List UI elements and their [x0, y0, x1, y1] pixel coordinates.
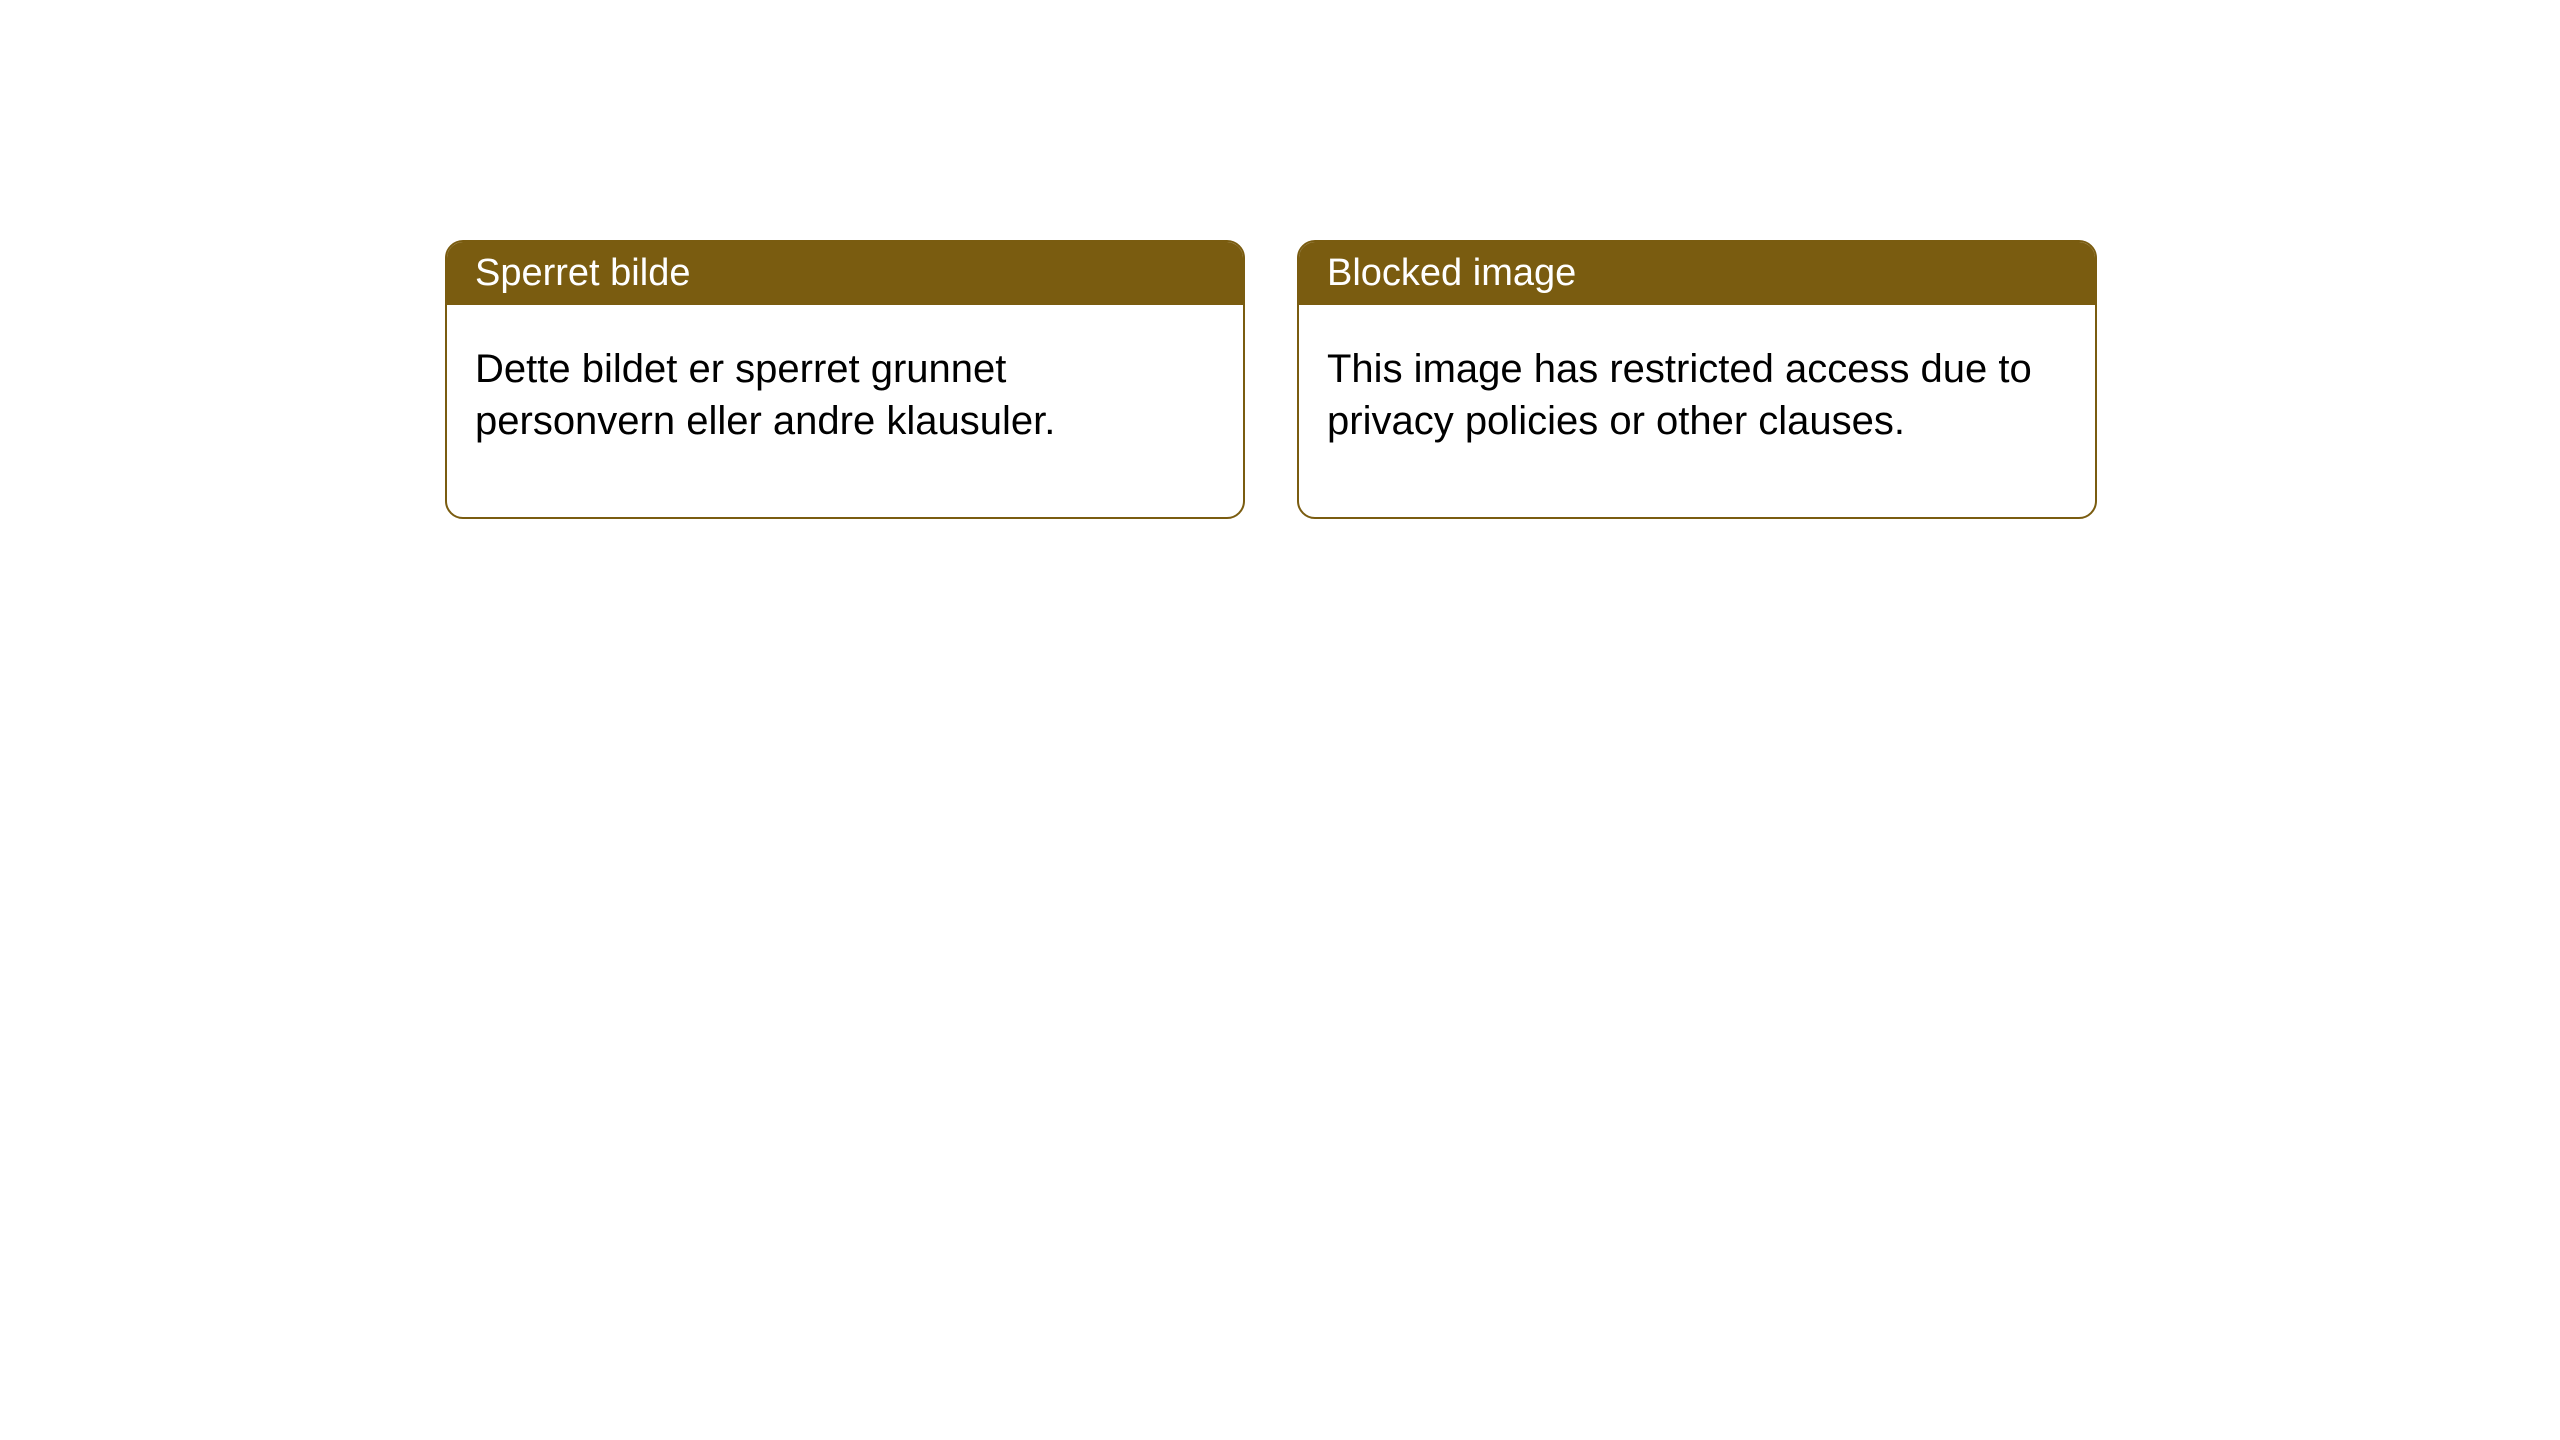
card-body-en: This image has restricted access due to …: [1299, 305, 2095, 517]
card-title-no: Sperret bilde: [447, 242, 1243, 305]
card-body-no: Dette bildet er sperret grunnet personve…: [447, 305, 1243, 517]
card-title-en: Blocked image: [1299, 242, 2095, 305]
blocked-image-card-en: Blocked image This image has restricted …: [1297, 240, 2097, 519]
notice-container: Sperret bilde Dette bildet er sperret gr…: [0, 0, 2560, 519]
blocked-image-card-no: Sperret bilde Dette bildet er sperret gr…: [445, 240, 1245, 519]
